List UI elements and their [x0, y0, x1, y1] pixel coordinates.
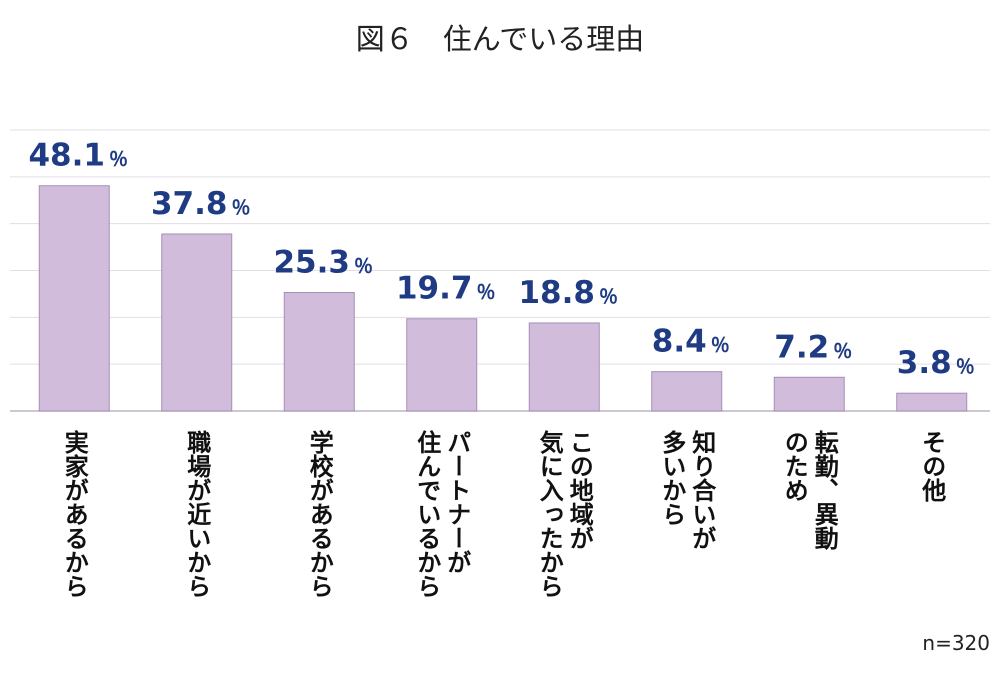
value-label: 48.1 ％ [28, 138, 128, 174]
gridlines [10, 129, 990, 412]
value-label: 3.8 ％ [897, 345, 975, 381]
category-label-line: のため [780, 430, 808, 502]
category-label-line: 多いから [658, 430, 686, 526]
category-label: 学校があるから [305, 429, 333, 598]
bar [773, 376, 845, 412]
value-label: 7.2 ％ [774, 329, 852, 365]
value-labels: 48.1 ％ 37.8 ％ 25.3 ％ 19.7 ％ 18.8 ％ 8.4 ％ 7.2 ％ 3.8 ％ [28, 138, 974, 381]
category-label-line: 実家があるから [60, 429, 88, 598]
bar [528, 322, 600, 412]
bar [651, 371, 723, 412]
bar [161, 233, 233, 412]
bar [38, 185, 110, 412]
category-label-line: 気に入ったから [535, 429, 563, 598]
category-label-line: この地域が [565, 430, 593, 550]
chart-title: 図６ 住んでいる理由 [356, 22, 645, 56]
bars [38, 185, 968, 412]
category-label-line: その他 [918, 430, 947, 502]
bar [406, 318, 478, 412]
sample-size-note: n=320 [922, 631, 990, 655]
value-label: 25.3 ％ [273, 245, 373, 281]
category-label: 職場が近いから [183, 430, 211, 598]
value-label: 19.7 ％ [396, 271, 496, 307]
category-label: 実家があるから [60, 429, 88, 598]
bar [896, 392, 968, 412]
category-label-line: 学校があるから [305, 429, 333, 598]
category-label-line: 住んでいるから [413, 429, 441, 598]
bar [283, 292, 355, 412]
category-label: その他 [918, 430, 947, 502]
category-label-line: 知り合いが [688, 430, 716, 550]
value-label: 8.4 ％ [652, 324, 730, 360]
category-label-line: 職場が近いから [183, 430, 211, 598]
category-label-line: パートナーが [443, 430, 471, 574]
value-label: 18.8 ％ [518, 275, 618, 311]
value-label: 37.8 ％ [151, 186, 251, 222]
category-label-line: 転勤、異動 [810, 430, 838, 551]
